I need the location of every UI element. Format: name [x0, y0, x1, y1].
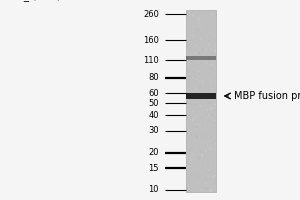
Text: 160: 160 — [143, 36, 159, 45]
Text: 15: 15 — [148, 164, 159, 173]
Bar — [186, 10, 216, 192]
Text: 110: 110 — [143, 56, 159, 65]
Bar — [186, 56, 216, 60]
Text: 30: 30 — [148, 126, 159, 135]
Text: 80: 80 — [148, 73, 159, 82]
Text: 10: 10 — [148, 186, 159, 194]
Bar — [186, 93, 216, 99]
Text: MBP fusion protein: MBP fusion protein — [234, 91, 300, 101]
Text: M_ (kDa): M_ (kDa) — [15, 0, 61, 1]
Text: 40: 40 — [148, 111, 159, 120]
Text: 20: 20 — [148, 148, 159, 157]
Text: 60: 60 — [148, 89, 159, 98]
Text: 50: 50 — [148, 99, 159, 108]
Text: 260: 260 — [143, 10, 159, 19]
